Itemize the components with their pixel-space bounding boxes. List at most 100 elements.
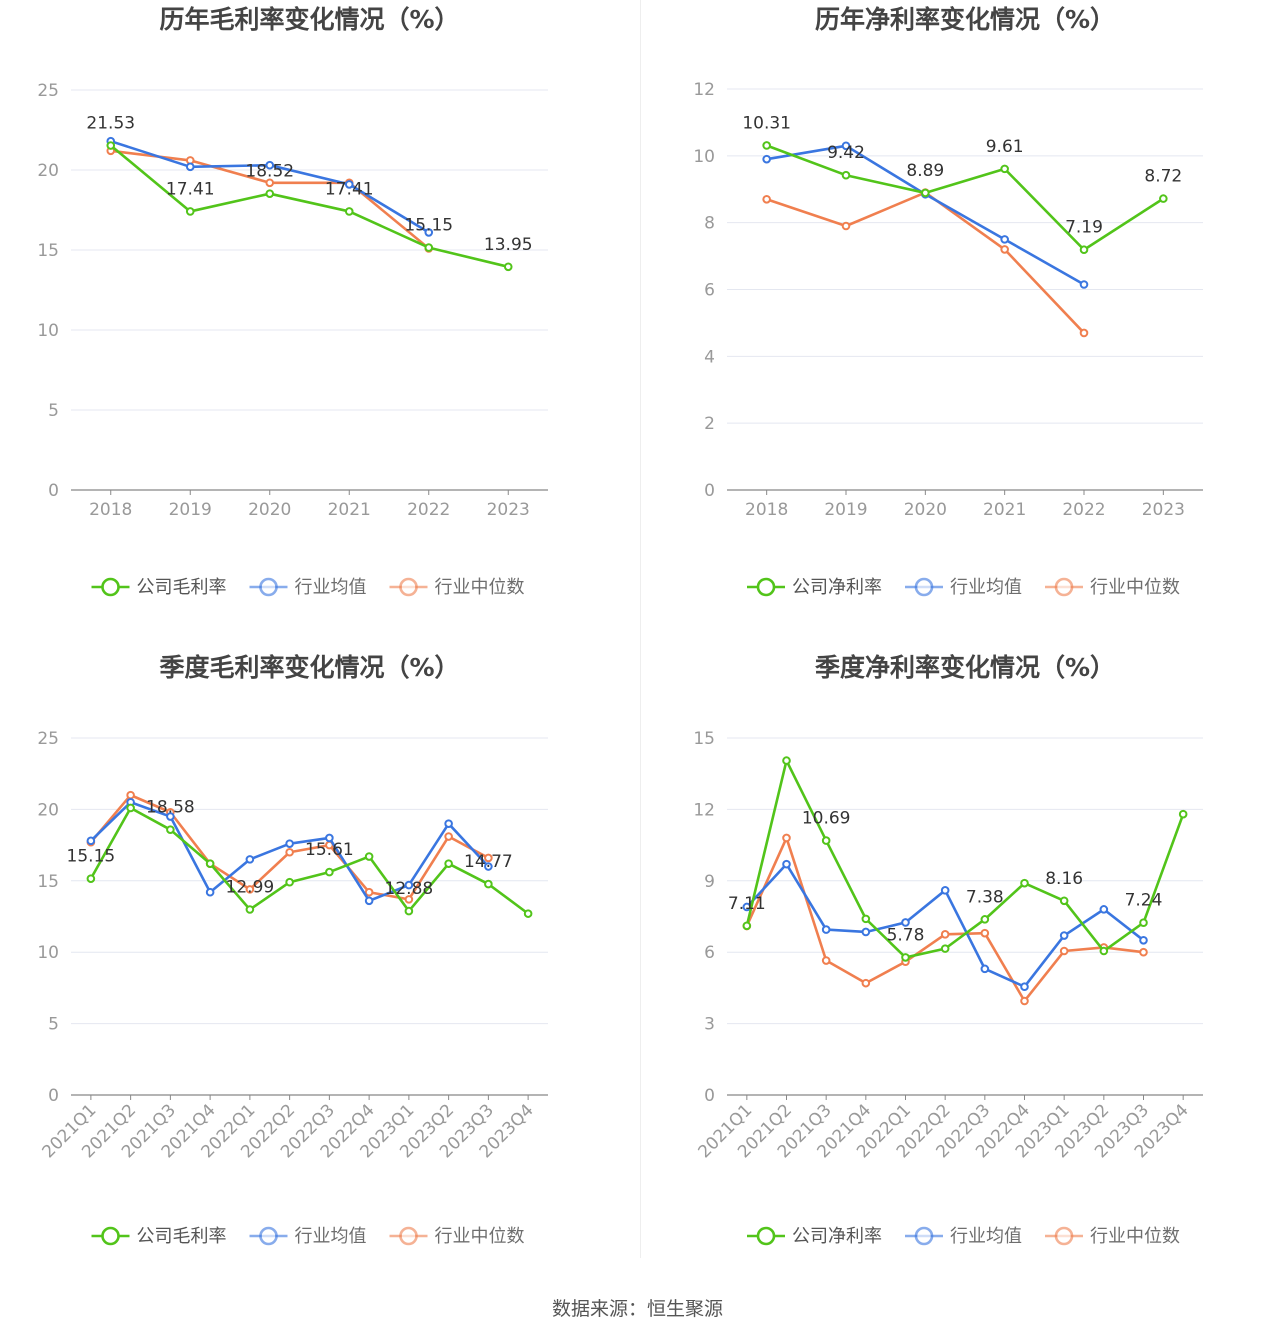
data-label: 8.72 (1144, 167, 1182, 187)
y-tick-label: 15 (37, 241, 59, 261)
data-point (940, 944, 950, 953)
data-point (285, 877, 294, 887)
data-point (344, 207, 354, 216)
data-point (762, 154, 771, 164)
data-label: 12.99 (226, 878, 275, 898)
y-tick-label: 5 (48, 401, 59, 421)
quarterly-net-margin-chart: 季度净利率变化情况（%） 0 3 6 9 12 15 2021Q1 2021Q2 2021Q3 20… (638, 648, 1275, 1296)
annual-net-margin-chart: 历年净利率变化情况（%） 0 2 4 6 8 10 12 2018 2019 2020 2021 202… (638, 0, 1275, 648)
x-tick-label: 2020 (248, 500, 291, 520)
data-point (980, 928, 990, 938)
legend-marker (259, 1226, 278, 1246)
data-point (762, 141, 771, 150)
y-tick-label: 9 (704, 872, 715, 892)
data-point (285, 847, 294, 857)
data-label: 12.88 (385, 879, 434, 899)
legend-label: 公司毛利率 (137, 577, 227, 598)
y-tick-label: 15 (37, 872, 59, 892)
data-point (841, 141, 851, 151)
data-label: 8.89 (906, 161, 944, 181)
legend-marker (914, 577, 934, 597)
data-point (821, 836, 831, 845)
series-line (745, 836, 1144, 1003)
data-label: 15.61 (305, 840, 354, 860)
data-point (245, 885, 255, 894)
data-point (901, 918, 910, 927)
series-line (745, 759, 1185, 959)
data-point (1000, 164, 1009, 174)
data-point (523, 909, 533, 918)
data-point (1020, 996, 1029, 1006)
data-source-note: 数据来源：恒生聚源 (551, 1298, 723, 1320)
data-point (1178, 809, 1188, 819)
y-tick-label: 0 (704, 1086, 715, 1106)
x-tick-label: 2018 (745, 500, 788, 520)
data-point (325, 833, 334, 843)
y-tick-label: 15 (693, 729, 715, 749)
data-point (404, 906, 414, 916)
data-point (344, 180, 354, 189)
data-point (364, 896, 374, 906)
quarterly-gross-margin-chart: 季度毛利率变化情况（%） 0 5 10 15 20 25 2021Q1 2021Q2 2021Q3… (0, 648, 637, 1296)
data-label: 18.58 (146, 798, 195, 818)
legend-marker (756, 577, 776, 597)
data-point (1079, 328, 1089, 338)
panel-divider (640, 0, 641, 1258)
data-point (1059, 931, 1069, 940)
x-tick-label: 2021 (983, 500, 1026, 520)
data-point (265, 178, 275, 188)
legend-marker (1054, 1226, 1074, 1246)
chart-title: 季度净利率变化情况（%） (815, 653, 1115, 682)
legend-marker (914, 1226, 934, 1246)
data-point (1059, 896, 1069, 906)
data-point (1000, 245, 1009, 254)
x-tick-label: 2021 (328, 500, 371, 520)
data-point (940, 886, 950, 895)
data-point (185, 162, 195, 172)
data-point (1020, 982, 1029, 992)
data-label: 8.16 (1045, 869, 1083, 889)
x-tick-label: 2022 (1062, 500, 1105, 520)
data-point (1000, 235, 1009, 244)
legend-label: 行业均值 (295, 1226, 367, 1247)
y-tick-label: 4 (704, 347, 715, 367)
data-point (841, 221, 851, 231)
legend-marker (756, 1226, 776, 1246)
data-point (245, 855, 255, 864)
data-point (325, 867, 334, 877)
data-point (265, 160, 275, 170)
data-point (404, 880, 414, 890)
data-label: 10.69 (802, 809, 851, 829)
data-point (86, 874, 96, 883)
data-point (285, 839, 294, 848)
data-label: 18.52 (245, 162, 294, 182)
y-tick-label: 12 (693, 800, 715, 820)
data-label: 13.95 (484, 235, 533, 255)
chart-title: 历年毛利率变化情况（%） (159, 5, 459, 34)
data-point (980, 915, 990, 924)
data-label: 17.41 (325, 179, 374, 199)
data-point (503, 262, 513, 272)
data-point (1159, 194, 1168, 203)
data-point (821, 956, 831, 965)
legend-label: 行业中位数 (1090, 577, 1180, 598)
y-tick-label: 10 (37, 943, 59, 963)
annual-gross-margin-svg: 历年毛利率变化情况（%） 0 5 10 15 20 25 2018 2019 2020 2021 20… (37, 5, 548, 598)
data-point (921, 188, 930, 198)
data-point (901, 953, 910, 962)
legend-label: 行业均值 (950, 1226, 1022, 1247)
data-point (86, 836, 96, 846)
chart-title: 历年净利率变化情况（%） (815, 5, 1115, 34)
data-point (265, 189, 275, 198)
legend-label: 公司净利率 (792, 1226, 882, 1247)
data-point (821, 925, 831, 934)
y-tick-label: 5 (48, 1015, 59, 1035)
x-tick-label: 2018 (89, 500, 132, 520)
data-point (782, 756, 791, 765)
data-point (484, 862, 493, 871)
data-point (166, 825, 175, 834)
data-label: 9.42 (827, 143, 865, 163)
y-tick-label: 12 (693, 80, 715, 100)
legend-label: 行业均值 (950, 577, 1022, 598)
data-point (1139, 918, 1148, 927)
